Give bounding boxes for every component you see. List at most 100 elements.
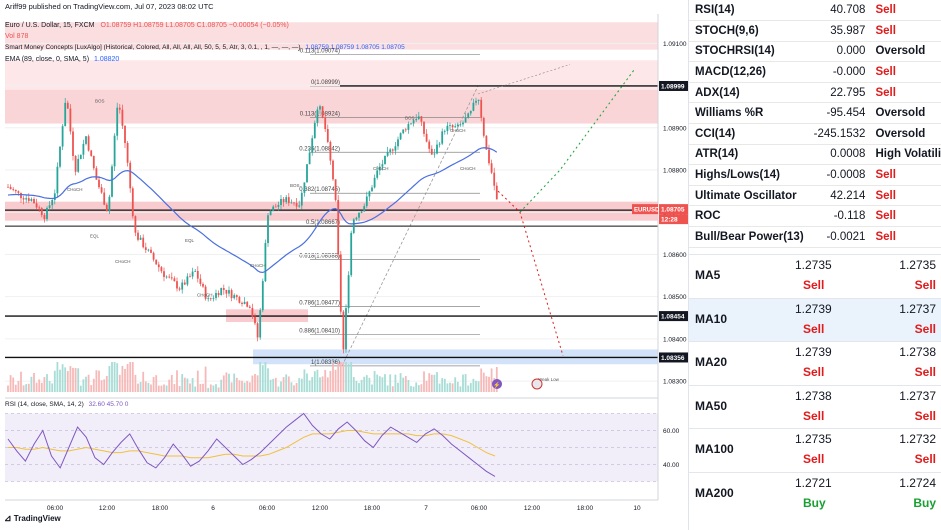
- candle-body: [316, 109, 319, 123]
- volume-bar: [199, 383, 202, 392]
- symbol-tag-text: EURUSD: [634, 208, 660, 214]
- candle-body: [495, 185, 498, 200]
- volume-bar: [397, 382, 399, 392]
- volume-bar: [469, 383, 472, 392]
- volume-bar: [399, 373, 402, 392]
- price-tick-label: 1.08800: [663, 168, 687, 175]
- volume-bar: [438, 383, 441, 392]
- oscillator-row: STOCH(9,6) 35.987 Sell: [689, 21, 941, 42]
- grid: [5, 42, 658, 382]
- oscillator-action: Sell: [875, 66, 896, 79]
- volume-bar: [222, 375, 225, 392]
- volume-bar: [412, 386, 415, 392]
- candle-body: [472, 102, 475, 111]
- oscillator-row: MACD(12,26) -0.000 Sell: [689, 62, 941, 83]
- candle-body: [82, 143, 85, 155]
- candle-body: [38, 207, 41, 209]
- volume-bar: [137, 383, 139, 392]
- candle-body: [209, 298, 212, 300]
- candle-body: [428, 141, 431, 149]
- ma-name: MA200: [695, 485, 734, 500]
- candle-body: [394, 146, 397, 151]
- candle-body: [90, 150, 93, 156]
- candle-body: [277, 205, 280, 207]
- candle-body: [87, 136, 90, 151]
- oscillator-name: RSI(14): [695, 4, 735, 17]
- price-chart[interactable]: -0.113(1.09074) 0(1.08999) 0.113(1.08924) 0…: [0, 0, 688, 530]
- supply-zone-2: [5, 89, 658, 124]
- moving-average-row: MA10 1.2739 1.2737 Sell Sell: [689, 297, 941, 342]
- volume-bar: [217, 387, 220, 392]
- candle-body: [51, 199, 54, 206]
- ma-value-1: 1.2739: [795, 345, 832, 360]
- volume-bar: [430, 374, 433, 392]
- volume-bar: [82, 379, 85, 392]
- candle-body: [222, 288, 225, 290]
- smc-label: BOS: [95, 98, 105, 103]
- ma-name: MA5: [695, 268, 721, 282]
- volume-bar: [147, 382, 150, 392]
- volume-bar: [176, 370, 178, 392]
- candle-body: [243, 301, 246, 304]
- volume-bar: [105, 375, 108, 392]
- volume-bar: [103, 379, 106, 392]
- candle-body: [69, 108, 72, 132]
- time-tick-label: 06:00: [259, 505, 276, 512]
- oscillator-action: Sell: [875, 86, 896, 99]
- volume-bar: [33, 372, 35, 392]
- candle-body: [373, 177, 376, 188]
- candle-body: [365, 196, 368, 207]
- volume-bar: [306, 373, 308, 392]
- candle-body: [207, 298, 210, 300]
- candle-body: [33, 198, 35, 204]
- candle-body: [173, 278, 176, 282]
- candle-body: [238, 296, 241, 303]
- candle-body: [321, 106, 324, 118]
- candle-body: [30, 198, 33, 201]
- volume-bar: [420, 384, 423, 392]
- volume-bar: [98, 370, 100, 392]
- volume-bar: [139, 382, 142, 392]
- volume-bar: [129, 362, 132, 392]
- volume-bar: [417, 385, 420, 392]
- volume-bar: [254, 373, 256, 392]
- price-tick-label: 1.08600: [663, 252, 687, 259]
- volume-bar: [235, 377, 238, 392]
- ma-action-2: Sell: [914, 408, 936, 423]
- fib-level-label: 0.113(1.08924): [300, 112, 340, 118]
- candle-body: [40, 208, 43, 216]
- candle-body: [61, 126, 64, 147]
- oscillator-row: Highs/Lows(14) -0.0008 Sell: [689, 165, 941, 186]
- volume-bar: [152, 377, 155, 392]
- candle-body: [160, 267, 163, 272]
- moving-average-row: MA50 1.2738 1.2737 Sell Sell: [689, 384, 941, 429]
- volume-bar: [38, 379, 41, 392]
- volume-bar: [150, 384, 152, 392]
- volume-bar: [345, 362, 347, 392]
- candle-body: [53, 193, 56, 200]
- chart-area[interactable]: -0.113(1.09074) 0(1.08999) 0.113(1.08924) 0…: [0, 0, 688, 530]
- price-tag-current: [659, 204, 688, 215]
- candle-body: [477, 99, 480, 101]
- oscillator-value: 35.987: [830, 24, 866, 37]
- candle-body: [306, 164, 308, 183]
- volume-bar: [256, 375, 259, 392]
- smc-indicator-label: Smart Money Concepts [LuxAlgo] (Historic…: [5, 44, 405, 51]
- candle-body: [7, 186, 9, 188]
- ma-action-1: Sell: [803, 452, 825, 467]
- volume-bar: [35, 382, 38, 392]
- supply-zone-top: [5, 22, 658, 50]
- smc-label: CHoCH: [250, 263, 266, 268]
- volume-bar: [230, 382, 233, 392]
- candle-body: [451, 125, 454, 128]
- volume-bar: [40, 382, 43, 392]
- volume-bar: [95, 370, 98, 392]
- oscillator-row: RSI(14) 40.708 Sell: [689, 0, 941, 21]
- volume-bar: [443, 378, 446, 392]
- volume-bar: [378, 376, 381, 392]
- volume-bar: [64, 367, 67, 392]
- oscillator-action: Oversold: [875, 45, 926, 58]
- candle-body: [144, 247, 147, 251]
- volume-bar: [144, 381, 147, 392]
- candle-body: [264, 243, 267, 282]
